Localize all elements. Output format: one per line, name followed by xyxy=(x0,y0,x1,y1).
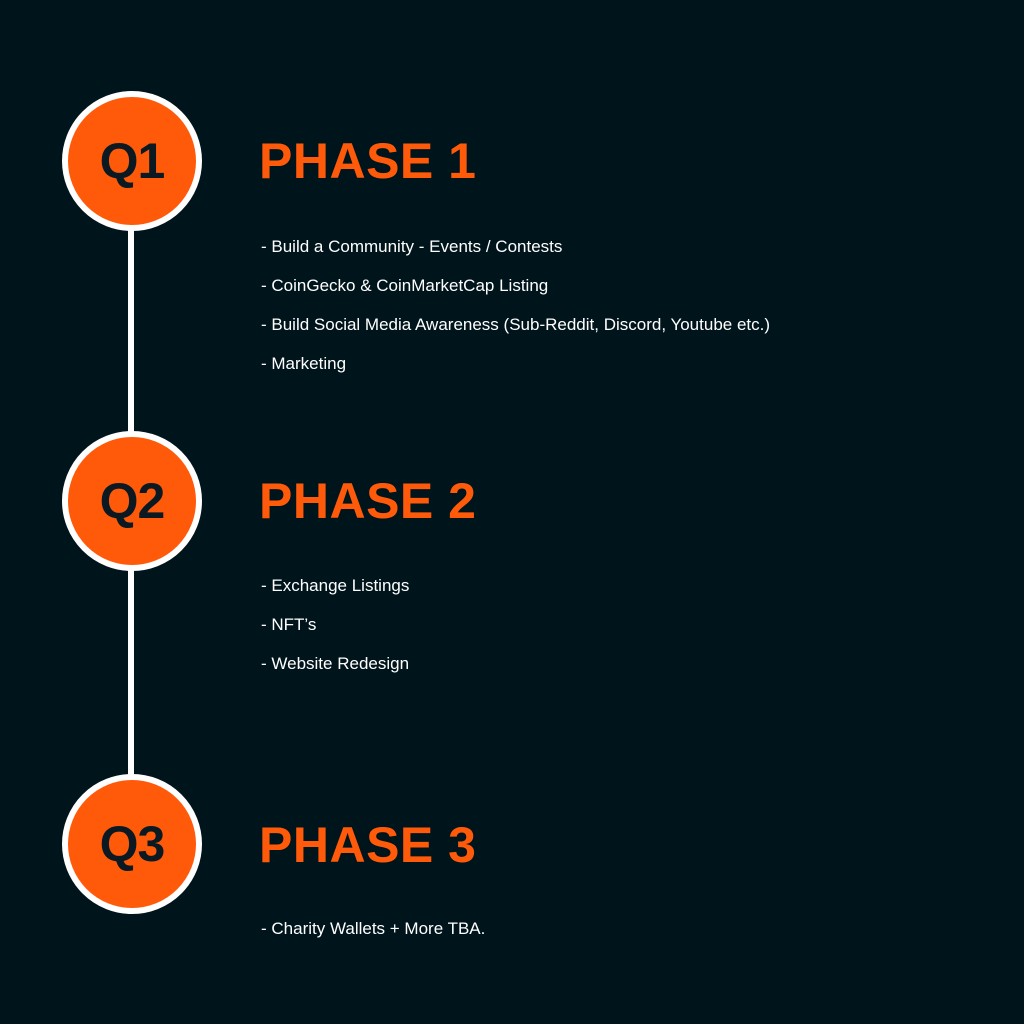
phase-2-items: - Exchange Listings - NFT’s - Website Re… xyxy=(261,575,409,692)
list-item: - Marketing xyxy=(261,354,347,373)
list-item: - Build Social Media Awareness (Sub-Redd… xyxy=(261,315,771,334)
phase-1-title: PHASE 1 xyxy=(259,133,477,189)
list-item: - Charity Wallets + More TBA. xyxy=(261,919,486,938)
quarter-badge-q1: Q1 xyxy=(62,91,202,231)
phase-3-title: PHASE 3 xyxy=(259,817,477,873)
phase-3-items: - Charity Wallets + More TBA. xyxy=(261,918,485,957)
quarter-badge-label: Q1 xyxy=(99,133,166,189)
list-item: - NFT’s xyxy=(261,615,317,634)
quarter-badge-q2: Q2 xyxy=(62,431,202,571)
timeline-connector-q2-q3 xyxy=(128,560,134,780)
quarter-badge-label: Q3 xyxy=(99,816,166,872)
quarter-badge-q3: Q3 xyxy=(62,774,202,914)
timeline-connector-q1-q2 xyxy=(128,220,134,440)
list-item: - Website Redesign xyxy=(261,654,410,673)
phase-2-title: PHASE 2 xyxy=(259,473,477,529)
list-item: - CoinGecko & CoinMarketCap Listing xyxy=(261,276,549,295)
list-item: - Exchange Listings xyxy=(261,576,410,595)
quarter-badge-label: Q2 xyxy=(99,473,166,529)
phase-1-items: - Build a Community - Events / Contests … xyxy=(261,236,770,392)
list-item: - Build a Community - Events / Contests xyxy=(261,237,563,256)
